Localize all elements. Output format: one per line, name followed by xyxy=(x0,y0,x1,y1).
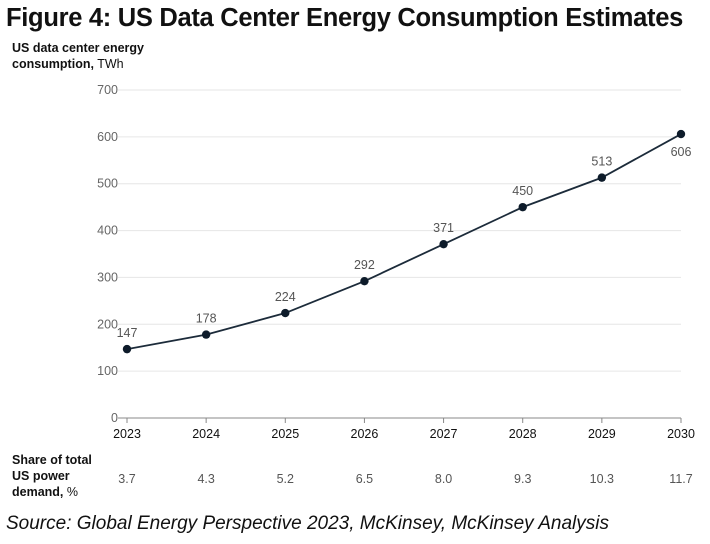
data-point xyxy=(439,239,448,249)
source-note: Source: Global Energy Perspective 2023, … xyxy=(6,513,609,534)
share-label-line3: demand, xyxy=(12,485,64,499)
share-value: 6.5 xyxy=(356,472,373,486)
share-row-label: Share of total US power demand, % xyxy=(12,452,92,500)
share-label-line1: Share of total xyxy=(12,453,92,467)
y-axis-unit: TWh xyxy=(97,57,124,71)
data-label: 450 xyxy=(512,184,533,198)
share-value: 11.7 xyxy=(669,472,692,486)
share-label-unit: % xyxy=(66,485,79,499)
data-point xyxy=(597,173,607,182)
x-tick-label: 2024 xyxy=(192,427,220,441)
chart-title: Figure 4: US Data Center Energy Consumpt… xyxy=(6,4,683,32)
data-point xyxy=(676,129,686,139)
x-tick-label: 2030 xyxy=(667,427,695,441)
share-label-line2: US power xyxy=(12,469,70,483)
y-tick-label: 100 xyxy=(97,364,118,378)
data-label: 224 xyxy=(275,290,296,304)
share-value: 5.2 xyxy=(277,472,294,486)
data-point xyxy=(360,276,369,286)
y-axis-label-line1: US data center energy xyxy=(12,41,144,55)
x-tick-label: 2027 xyxy=(430,427,458,441)
share-value: 10.3 xyxy=(590,472,614,486)
x-tick-label: 2026 xyxy=(351,427,379,441)
y-axis-label-line2: consumption, xyxy=(12,57,94,71)
y-tick-label: 700 xyxy=(97,83,118,97)
y-tick-label: 300 xyxy=(97,270,118,284)
data-label: 292 xyxy=(354,258,375,272)
share-value: 3.7 xyxy=(118,472,135,486)
y-axis-label: US data center energy consumption, TWh xyxy=(12,40,144,72)
data-label: 178 xyxy=(196,312,217,326)
data-label: 606 xyxy=(671,145,692,159)
data-point xyxy=(518,202,527,212)
data-point xyxy=(281,308,290,318)
data-point xyxy=(201,330,211,339)
share-value: 8.0 xyxy=(435,472,452,486)
y-tick-label: 200 xyxy=(97,317,118,331)
data-point xyxy=(122,344,132,354)
series-line xyxy=(126,133,682,351)
x-tick-label: 2025 xyxy=(271,427,299,441)
y-tick-label: 600 xyxy=(97,130,118,144)
y-tick-label: 400 xyxy=(97,224,118,238)
x-tick-label: 2029 xyxy=(588,427,616,441)
y-tick-label: 500 xyxy=(97,177,118,191)
x-tick-label: 2023 xyxy=(113,427,141,441)
data-label: 147 xyxy=(117,326,138,340)
share-value: 9.3 xyxy=(514,472,531,486)
x-tick-label: 2028 xyxy=(509,427,537,441)
data-label: 371 xyxy=(433,221,454,235)
y-tick-label: 0 xyxy=(111,411,118,425)
data-label: 513 xyxy=(591,155,612,169)
share-value: 4.3 xyxy=(197,472,214,486)
